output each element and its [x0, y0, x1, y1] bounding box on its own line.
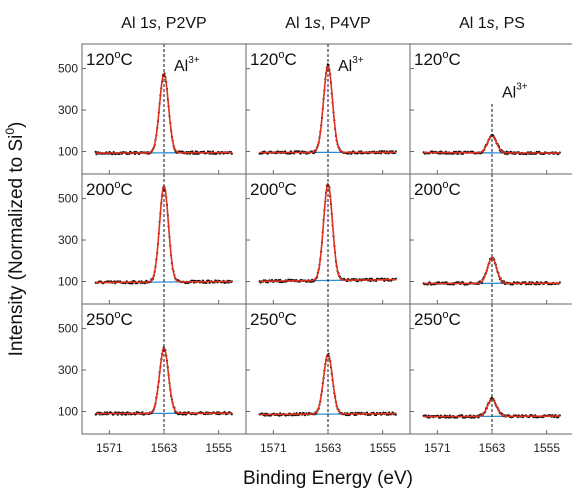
peak-label: Al3+	[174, 55, 200, 75]
panel-r2-c0: 250oC	[82, 304, 246, 434]
temperature-label: 200oC	[250, 179, 297, 199]
y-tick-label: 500	[58, 322, 78, 336]
x-tick-label: 1563	[315, 441, 342, 455]
column-title: Al 1s, PS	[459, 15, 525, 32]
x-tick-label: 1563	[479, 441, 506, 455]
y-tick-label: 300	[58, 233, 78, 247]
y-tick-label: 300	[58, 103, 78, 117]
panel-grid: 120oC Al3+ 120oC Al3+ 120oC Al3+ 200oC 200oC 200…	[82, 44, 572, 434]
column-title: Al 1s, P4VP	[285, 15, 370, 32]
y-tick-label: 500	[58, 62, 78, 76]
temperature-label: 200oC	[86, 179, 133, 199]
column-titles: Al 1s, P2VP Al 1s, P4VP Al 1s, PS	[121, 15, 525, 32]
x-tick-label: 1555	[533, 441, 560, 455]
y-tick-label: 100	[58, 404, 78, 418]
temperature-label: 120oC	[86, 49, 133, 69]
y-tick-label: 100	[58, 274, 78, 288]
panel-r0-c0: 120oC Al3+	[82, 44, 246, 174]
y-tick-labels: 100 300 500 100 300 500 100 300 500	[58, 62, 78, 419]
x-tick-label: 1571	[96, 441, 123, 455]
column-title: Al 1s, P2VP	[121, 15, 206, 32]
panel-r1-c2: 200oC	[410, 174, 572, 304]
x-tick-label: 1555	[205, 441, 232, 455]
y-tick-label: 500	[58, 192, 78, 206]
panel-r1-c1: 200oC	[246, 174, 410, 304]
panel-r2-c1: 250oC	[246, 304, 410, 434]
y-axis-title: Intensity (Normalized to Si0)	[3, 122, 27, 357]
panel-r1-c0: 200oC	[82, 174, 246, 304]
data-points	[259, 183, 397, 283]
x-axis-title: Binding Energy (eV)	[243, 468, 413, 489]
x-tick-label: 1555	[369, 441, 396, 455]
panel-r0-c1: 120oC Al3+	[246, 44, 410, 174]
x-tick-labels: 1571 1563 1555 1571 1563 1555 1571 1563 1555	[96, 441, 560, 455]
y-tick-label: 300	[58, 363, 78, 377]
temperature-label: 120oC	[250, 49, 297, 69]
panel-r0-c2: 120oC Al3+	[410, 44, 572, 174]
temperature-label: 250oC	[414, 309, 461, 329]
x-tick-label: 1571	[424, 441, 451, 455]
peak-label: Al3+	[338, 55, 364, 75]
x-tick-label: 1563	[151, 441, 178, 455]
y-tick-label: 100	[58, 144, 78, 158]
temperature-label: 250oC	[86, 309, 133, 329]
panel-r2-c2: 250oC	[410, 304, 572, 434]
temperature-label: 200oC	[414, 179, 461, 199]
temperature-label: 250oC	[250, 309, 297, 329]
temperature-label: 120oC	[414, 49, 461, 69]
peak-label: Al3+	[502, 82, 528, 102]
x-tick-label: 1571	[260, 441, 287, 455]
